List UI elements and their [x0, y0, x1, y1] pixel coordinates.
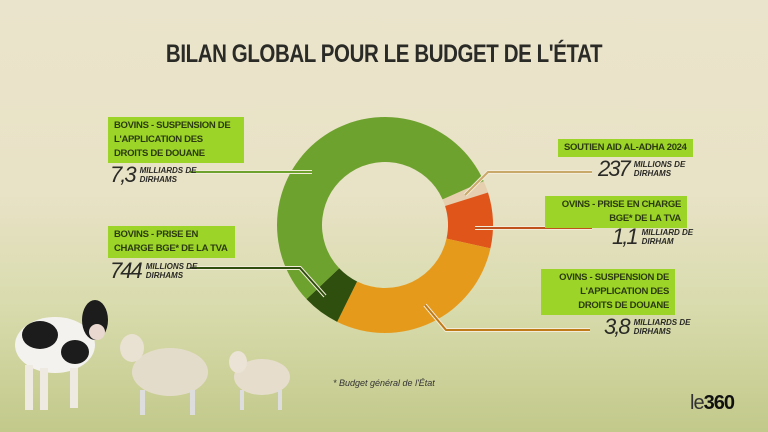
value-number: 7,3 — [110, 162, 137, 187]
value-unit: MILLIARDS DE DIRHAMS — [139, 166, 197, 184]
leader-aid — [464, 171, 592, 196]
sheep-illustration — [120, 334, 208, 415]
cow-illustration — [15, 300, 108, 410]
value-unit: MILLIONS DE DIRHAMS — [633, 160, 686, 178]
value-unit: MILLIONS DE DIRHAMS — [145, 262, 198, 280]
label-bovins-douane: BOVINS - SUSPENSION DE L'APPLICATION DES… — [108, 117, 244, 163]
page-title: BILAN GLOBAL POUR LE BUDGET DE L'ÉTAT — [165, 40, 603, 68]
value-unit: MILLIARD DE DIRHAM — [641, 228, 694, 246]
label-aid: SOUTIEN AID AL-ADHA 2024 — [558, 139, 693, 157]
value-bovins-douane: 7,3 MILLIARDS DE DIRHAMS — [110, 162, 210, 188]
donut-segment-ovins-douane — [337, 238, 491, 333]
value-ovins-tva: 1,1 MILLIARD DE DIRHAM — [612, 224, 712, 250]
value-number: 237 — [598, 156, 631, 181]
value-ovins-douane: 3,8 MILLIARDS DE DIRHAMS — [604, 314, 704, 340]
value-number: 744 — [110, 258, 143, 283]
donut-segment-bovins-tva — [306, 268, 358, 322]
label-bovins-tva: BOVINS - PRISE EN CHARGE BGE* DE LA TVA — [108, 226, 235, 258]
logo-prefix: le — [690, 392, 705, 414]
value-aid: 237 MILLIONS DE DIRHAMS — [598, 156, 704, 182]
value-number: 1,1 — [612, 224, 639, 249]
donut-segment-bovins-douane — [276, 116, 484, 300]
label-ovins-tva: OVINS - PRISE EN CHARGE BGE* DE LA TVA — [545, 196, 687, 228]
donut-segment-ovins-tva — [445, 192, 493, 249]
leader-ovins-douane — [424, 304, 590, 331]
value-unit: MILLIARDS DE DIRHAMS — [633, 318, 691, 336]
footnote: * Budget général de l'État — [333, 378, 435, 388]
lamb-illustration — [229, 351, 290, 410]
value-number: 3,8 — [604, 314, 631, 339]
label-ovins-douane: OVINS - SUSPENSION DE L'APPLICATION DES … — [541, 269, 675, 315]
value-bovins-tva: 744 MILLIONS DE DIRHAMS — [110, 258, 216, 284]
leader-bovins-tva — [190, 267, 326, 297]
logo-suffix: 360 — [703, 392, 735, 414]
logo-le360: le360 — [690, 392, 735, 415]
